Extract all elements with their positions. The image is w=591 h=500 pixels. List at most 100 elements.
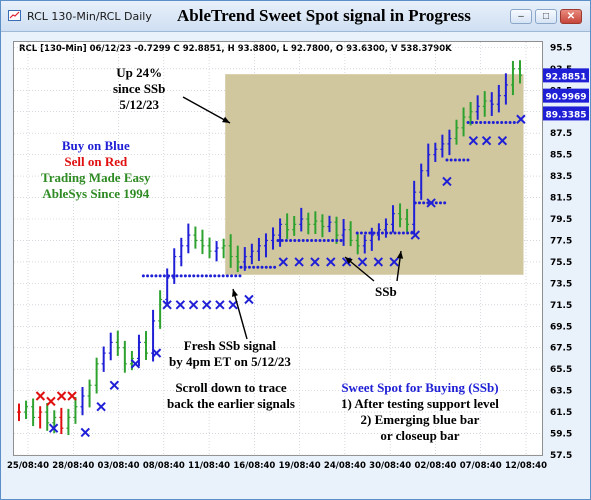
support-dot [183,274,187,278]
support-dot [368,231,372,235]
buy-x-marker [410,230,420,240]
support-dot [413,201,417,205]
y-tick-label: 79.5 [550,215,572,225]
support-dot [268,265,272,269]
y-tick-label: 77.5 [550,236,572,246]
up-gain-line-2: since SSb [113,81,166,96]
support-dot [247,265,251,269]
buy-x-marker [48,423,59,433]
support-dot [483,120,487,124]
y-tick-label: 75.5 [550,258,572,268]
support-dot [355,231,359,235]
support-dot [417,201,421,205]
y-tick-label: 69.5 [550,322,572,332]
support-dot [280,238,284,242]
ablesys-since-text: AbleSys Since 1994 [42,186,150,201]
x-tick-label: 16/08:40 [233,461,275,471]
maximize-icon: □ [542,11,550,22]
y-tick-label: 59.5 [550,430,572,440]
buy-x-marker [442,176,452,187]
chart-app-icon [8,10,21,21]
support-dot [359,231,363,235]
x-tick-label: 02/08:40 [414,461,456,471]
up-gain-note: Up 24% since SSb 5/12/23 [113,65,165,113]
ssb-label: SSb [375,284,397,299]
support-dot [474,120,478,124]
support-dot [508,120,512,124]
close-icon: ✕ [566,11,576,22]
support-dot [175,274,179,278]
x-tick-label: 03/08:40 [98,461,140,471]
support-dot [453,158,457,162]
support-dot [188,274,192,278]
x-tick-label: 19/08:40 [279,461,321,471]
support-dot [491,120,495,124]
sweet-spot-title: Sweet Spot for Buying (SSb) [341,380,499,395]
support-dot [230,274,234,278]
x-tick-label: 07/08:40 [460,461,502,471]
support-dot [364,231,368,235]
support-dot [500,120,504,124]
support-dot [162,274,166,278]
x-tick-label: 08/08:40 [143,461,185,471]
x-tick-label: 24/08:40 [324,461,366,471]
sweet-spot-line-2: 2) Emerging blue bar [360,412,480,427]
maximize-button[interactable]: □ [535,9,557,24]
price-label-text: 89.3385 [546,110,587,120]
support-dot [284,238,288,242]
ohlc-info-line: RCL [130-Min] 06/12/23 -0.7299 C 92.8851… [19,44,452,54]
buy-x-marker [228,300,238,310]
support-dot [243,265,247,269]
support-dot [466,158,470,162]
y-tick-label: 95.5 [550,43,572,53]
support-dot [204,274,208,278]
buy-x-marker [130,359,141,369]
support-dot [339,238,343,242]
buy-x-marker [215,300,225,310]
support-dot [146,274,150,278]
ssb-arrow-left-head [345,257,353,265]
sell-x-marker [46,396,56,407]
support-dot [462,158,466,162]
support-dot [234,274,238,278]
sweet-spot-line-3: or closeup bar [380,428,460,443]
fresh-signal-arrow [232,288,248,340]
y-tick-label: 87.5 [550,129,572,139]
up-gain-arrow-head [222,116,230,123]
up-gain-line-3: 5/12/23 [119,97,160,112]
y-tick-label: 63.5 [550,387,572,397]
y-tick-label: 83.5 [550,172,572,182]
support-dot [238,274,242,278]
close-button[interactable]: ✕ [560,9,582,24]
support-dot [335,238,339,242]
minimize-button[interactable]: – [510,9,532,24]
support-dot [289,238,293,242]
sweet-spot-highlight [225,74,524,275]
support-dot [443,201,447,205]
support-dot [438,201,442,205]
support-dot [487,120,491,124]
support-dot [401,231,405,235]
fresh-signal-note: Fresh SSb signal by 4pm ET on 5/12/23 [169,338,291,370]
buy-x-marker [188,300,199,310]
minimize-icon: – [518,11,524,22]
price-label-box [543,106,589,121]
support-dot [221,274,225,278]
support-dot [192,274,196,278]
y-tick-label: 71.5 [550,301,572,311]
support-dot [158,274,162,278]
buy-x-marker [96,402,106,412]
buy-x-marker [294,257,304,267]
support-dot [445,158,449,162]
support-dot [422,201,426,205]
price-label-box [543,68,589,83]
buy-x-marker [389,257,399,267]
buy-x-marker [481,135,492,146]
title-bar[interactable]: RCL 130-Min/RCL Daily AbleTrend Sweet Sp… [1,1,590,32]
y-tick-label: 57.5 [550,451,572,461]
support-dot [376,231,380,235]
buy-x-marker [202,300,212,310]
support-dot [200,274,204,278]
buy-x-marker [516,114,526,124]
support-dot [470,120,474,124]
